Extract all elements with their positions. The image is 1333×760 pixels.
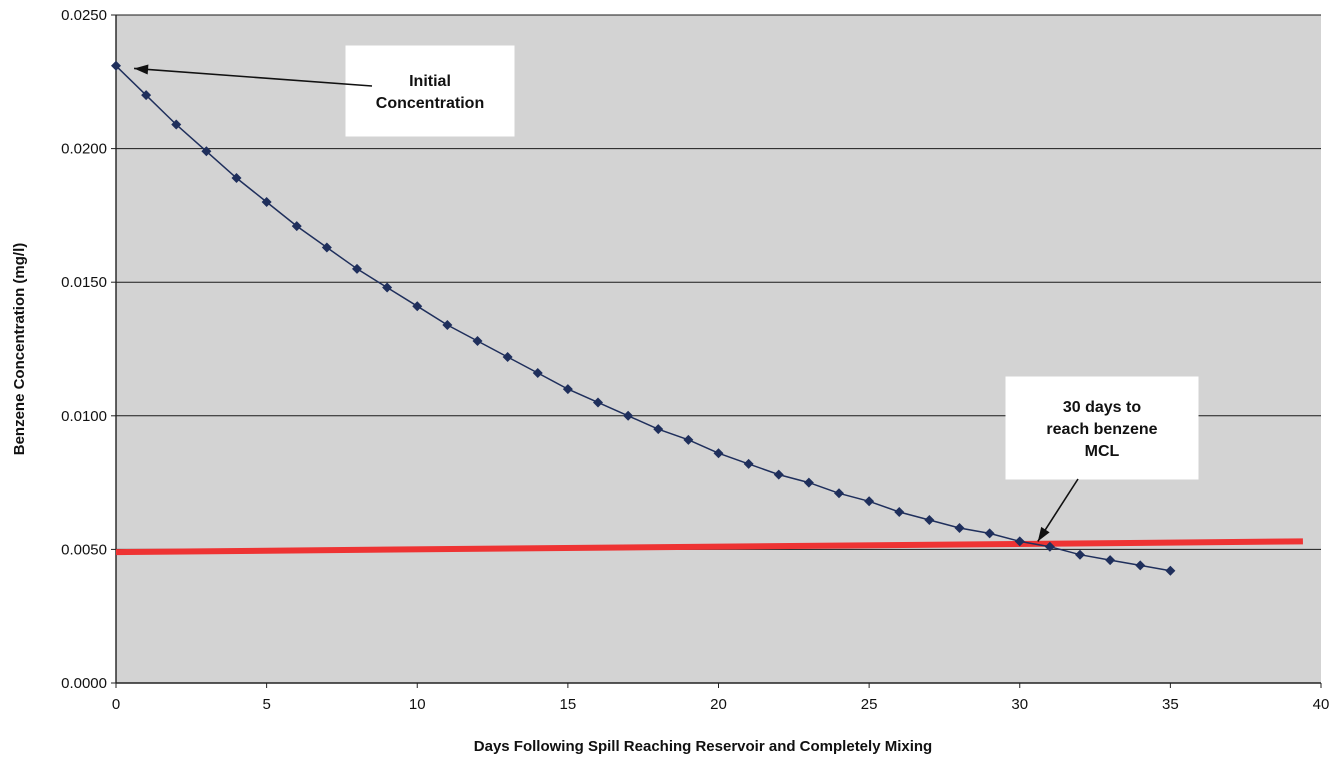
- data-point: [1105, 555, 1116, 566]
- data-point: [924, 515, 935, 526]
- y-axis-title: Benzene Concentration (mg/l): [11, 243, 28, 456]
- x-tick-labels: 0 5 10 15 20 25 30 35 40: [112, 683, 1330, 713]
- annotation-text: reach benzene: [1046, 421, 1157, 438]
- y-tick-label: 0.0200: [61, 141, 107, 158]
- annotation-text: 30 days to: [1063, 399, 1141, 416]
- x-tick-label: 35: [1162, 696, 1179, 713]
- annotation-text: MCL: [1085, 443, 1120, 460]
- y-tick-label: 0.0000: [61, 675, 107, 692]
- y-tick-label: 0.0050: [61, 541, 107, 558]
- data-point: [532, 368, 543, 379]
- x-tick-label: 30: [1011, 696, 1028, 713]
- x-axis-title: Days Following Spill Reaching Reservoir …: [474, 738, 932, 755]
- y-tick-label: 0.0100: [61, 408, 107, 425]
- data-point: [743, 458, 754, 469]
- data-point: [201, 146, 212, 157]
- data-point: [713, 448, 724, 459]
- plot-area: [116, 15, 1321, 683]
- data-point: [803, 477, 814, 488]
- data-point: [834, 488, 844, 499]
- reference-line-layer: [115, 538, 1303, 556]
- data-point: [171, 119, 182, 130]
- data-point: [382, 282, 393, 293]
- data-point: [773, 469, 784, 480]
- data-point: [1075, 549, 1085, 560]
- data-point: [864, 496, 875, 507]
- data-point: [653, 424, 664, 435]
- data-point: [261, 197, 272, 208]
- data-point: [954, 523, 965, 534]
- data-point: [683, 434, 694, 445]
- annotation-callout: 30 days to reach benzene MCL: [1005, 376, 1199, 542]
- data-point: [1014, 536, 1025, 547]
- annotation-box: [345, 45, 515, 137]
- data-point: [894, 506, 905, 517]
- arrowhead: [134, 64, 149, 75]
- data-point: [442, 319, 453, 330]
- data-point: [623, 410, 634, 421]
- data-point: [321, 242, 332, 253]
- data-point: [111, 60, 121, 71]
- data-point: [352, 263, 362, 274]
- data-point: [291, 221, 302, 232]
- mcl-reference-line: [115, 538, 1303, 556]
- annotation-text: Concentration: [376, 95, 484, 112]
- annotation-text: Initial: [409, 73, 451, 90]
- data-point: [141, 90, 152, 101]
- data-point: [593, 397, 603, 408]
- data-point: [984, 528, 995, 539]
- annotations: Initial Concentration 30 days to reach benz…: [134, 45, 1199, 542]
- series-line: [115, 65, 1171, 572]
- x-tick-label: 40: [1313, 696, 1330, 713]
- x-tick-label: 15: [560, 696, 577, 713]
- data-point: [1165, 565, 1176, 576]
- annotation-callout: Initial Concentration: [134, 45, 515, 137]
- data-point: [472, 335, 483, 346]
- series-layer: [111, 60, 1176, 576]
- y-tick-label: 0.0250: [61, 7, 107, 24]
- data-point: [1135, 560, 1146, 571]
- annotation-box: [1005, 376, 1199, 480]
- x-tick-label: 25: [861, 696, 878, 713]
- data-point: [412, 301, 423, 312]
- data-point: [562, 384, 573, 395]
- data-point: [231, 172, 242, 183]
- x-tick-label: 20: [710, 696, 727, 713]
- y-tick-label: 0.0150: [61, 274, 107, 291]
- data-point: [1044, 541, 1055, 552]
- data-point: [502, 352, 513, 363]
- x-tick-label: 5: [262, 696, 270, 713]
- x-tick-label: 10: [409, 696, 426, 713]
- y-tick-labels: 0.0000 0.0050 0.0100 0.0150 0.0200 0.0250: [61, 7, 116, 692]
- x-tick-label: 0: [112, 696, 120, 713]
- arrowhead: [1037, 526, 1050, 542]
- annotation-arrow: [134, 67, 373, 87]
